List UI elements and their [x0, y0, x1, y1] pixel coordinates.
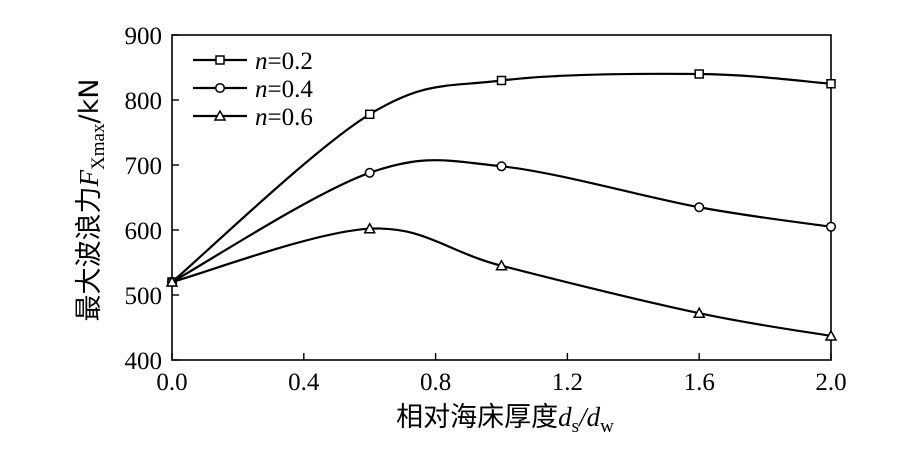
- y-axis: 400 500 600 700 800 900: [125, 23, 179, 375]
- data-point: [694, 202, 705, 213]
- x-tick-label: 1.6: [684, 369, 715, 396]
- data-point: [826, 79, 836, 89]
- series-circle: [166, 159, 837, 288]
- x-tick-label: 0.4: [288, 369, 320, 396]
- data-point: [495, 259, 508, 271]
- x-tick-label: 0.8: [420, 369, 451, 396]
- x-tick-label: 1.2: [552, 369, 583, 396]
- series-layer: [165, 69, 838, 341]
- y-tick-label: 500: [125, 283, 163, 310]
- legend-label: n=0.4: [255, 76, 313, 103]
- x-axis-title-prefix: 相对海床厚度: [396, 402, 558, 433]
- legend-label: n=0.6: [255, 104, 313, 131]
- legend-label: n=0.2: [255, 48, 313, 75]
- data-point: [165, 275, 179, 287]
- x-tick-label: 0.0: [156, 369, 187, 396]
- plot-frame: [171, 34, 832, 361]
- data-point: [824, 329, 838, 341]
- y-axis-title-suffix: /kN: [74, 79, 105, 124]
- y-axis-title: 最大波浪力FXmax/kN: [74, 79, 109, 322]
- data-point: [692, 306, 706, 318]
- plot-area: 0.0 0.4 0.8 1.2 1.6 2.0 400 500 600 700 800 900 n=…: [125, 23, 847, 396]
- y-axis-title-prefix: 最大波浪力: [74, 186, 105, 321]
- legend-marker: [213, 109, 227, 121]
- x-axis-title-symbol2: d: [587, 402, 601, 432]
- x-axis-title-sub1: s: [572, 416, 579, 437]
- series-triangle: [165, 222, 838, 341]
- x-axis-title: 相对海床厚度ds/dw: [396, 402, 614, 437]
- legend-marker: [215, 55, 225, 65]
- data-point: [496, 161, 507, 172]
- data-point: [363, 222, 376, 234]
- legend-item: n=0.2: [193, 48, 313, 75]
- x-axis-title-symbol1: d: [558, 402, 572, 432]
- y-tick-label: 400: [125, 348, 163, 375]
- data-point: [364, 109, 375, 120]
- y-tick-label: 600: [125, 218, 163, 245]
- y-tick-label: 900: [125, 23, 163, 50]
- series-line: [171, 227, 832, 338]
- legend-marker: [214, 82, 226, 94]
- y-axis-title-sub: Xmax: [88, 123, 109, 170]
- data-point: [496, 75, 507, 86]
- data-point: [694, 69, 704, 79]
- data-point: [825, 221, 837, 232]
- x-axis-title-sub2: w: [600, 416, 614, 437]
- y-axis-title-symbol: F: [74, 169, 104, 187]
- y-tick-label: 800: [125, 88, 163, 115]
- legend-item: n=0.4: [193, 76, 313, 103]
- x-axis-title-slash: /: [577, 402, 589, 432]
- x-tick-label: 2.0: [815, 369, 846, 396]
- data-point: [364, 167, 375, 178]
- x-axis: 0.0 0.4 0.8 1.2 1.6 2.0: [156, 353, 847, 396]
- y-tick-label: 700: [125, 153, 163, 180]
- legend-item: n=0.6: [193, 104, 313, 131]
- legend: n=0.2n=0.4n=0.6: [193, 48, 313, 131]
